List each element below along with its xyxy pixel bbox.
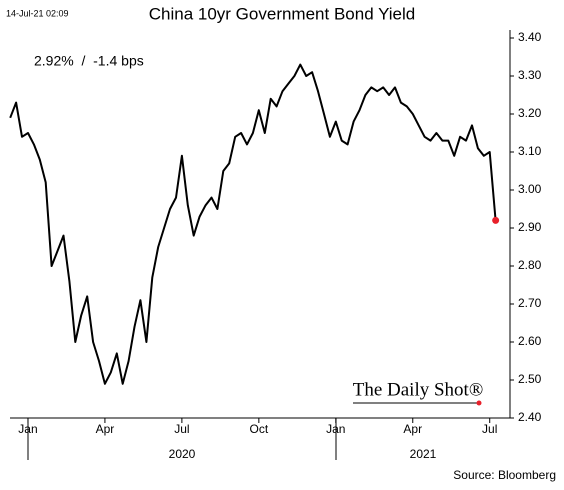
y-tick-label: 3.20 bbox=[518, 106, 542, 120]
chart-title: China 10yr Government Bond Yield bbox=[149, 4, 416, 23]
y-tick-label: 2.70 bbox=[518, 296, 542, 310]
source: Source: Bloomberg bbox=[453, 468, 556, 482]
y-tick-label: 2.80 bbox=[518, 258, 542, 272]
x-tick-label: Jan bbox=[326, 422, 345, 436]
annotation: 2.92% / -1.4 bps bbox=[34, 53, 144, 69]
x-tick-label: Jan bbox=[18, 422, 37, 436]
y-tick-label: 3.10 bbox=[518, 144, 542, 158]
y-tick-label: 3.00 bbox=[518, 182, 542, 196]
y-tick-label: 2.90 bbox=[518, 220, 542, 234]
y-tick-label: 2.50 bbox=[518, 372, 542, 386]
y-tick-label: 3.30 bbox=[518, 68, 542, 82]
year-label: 2020 bbox=[169, 447, 196, 461]
series-line bbox=[9, 63, 497, 385]
watermark-dot bbox=[476, 400, 482, 406]
watermark: The Daily Shot® bbox=[353, 379, 484, 400]
x-tick-label: Apr bbox=[96, 422, 115, 436]
year-label: 2021 bbox=[410, 447, 437, 461]
y-tick-label: 2.60 bbox=[518, 334, 542, 348]
y-tick-label: 3.40 bbox=[518, 30, 542, 44]
x-tick-label: Oct bbox=[250, 422, 269, 436]
x-tick-label: Apr bbox=[403, 422, 422, 436]
y-tick-label: 2.40 bbox=[518, 410, 542, 424]
timestamp: 14-Jul-21 02:09 bbox=[6, 8, 69, 18]
x-tick-label: Jul bbox=[482, 422, 497, 436]
last-point bbox=[492, 216, 500, 224]
x-tick-label: Jul bbox=[174, 422, 189, 436]
